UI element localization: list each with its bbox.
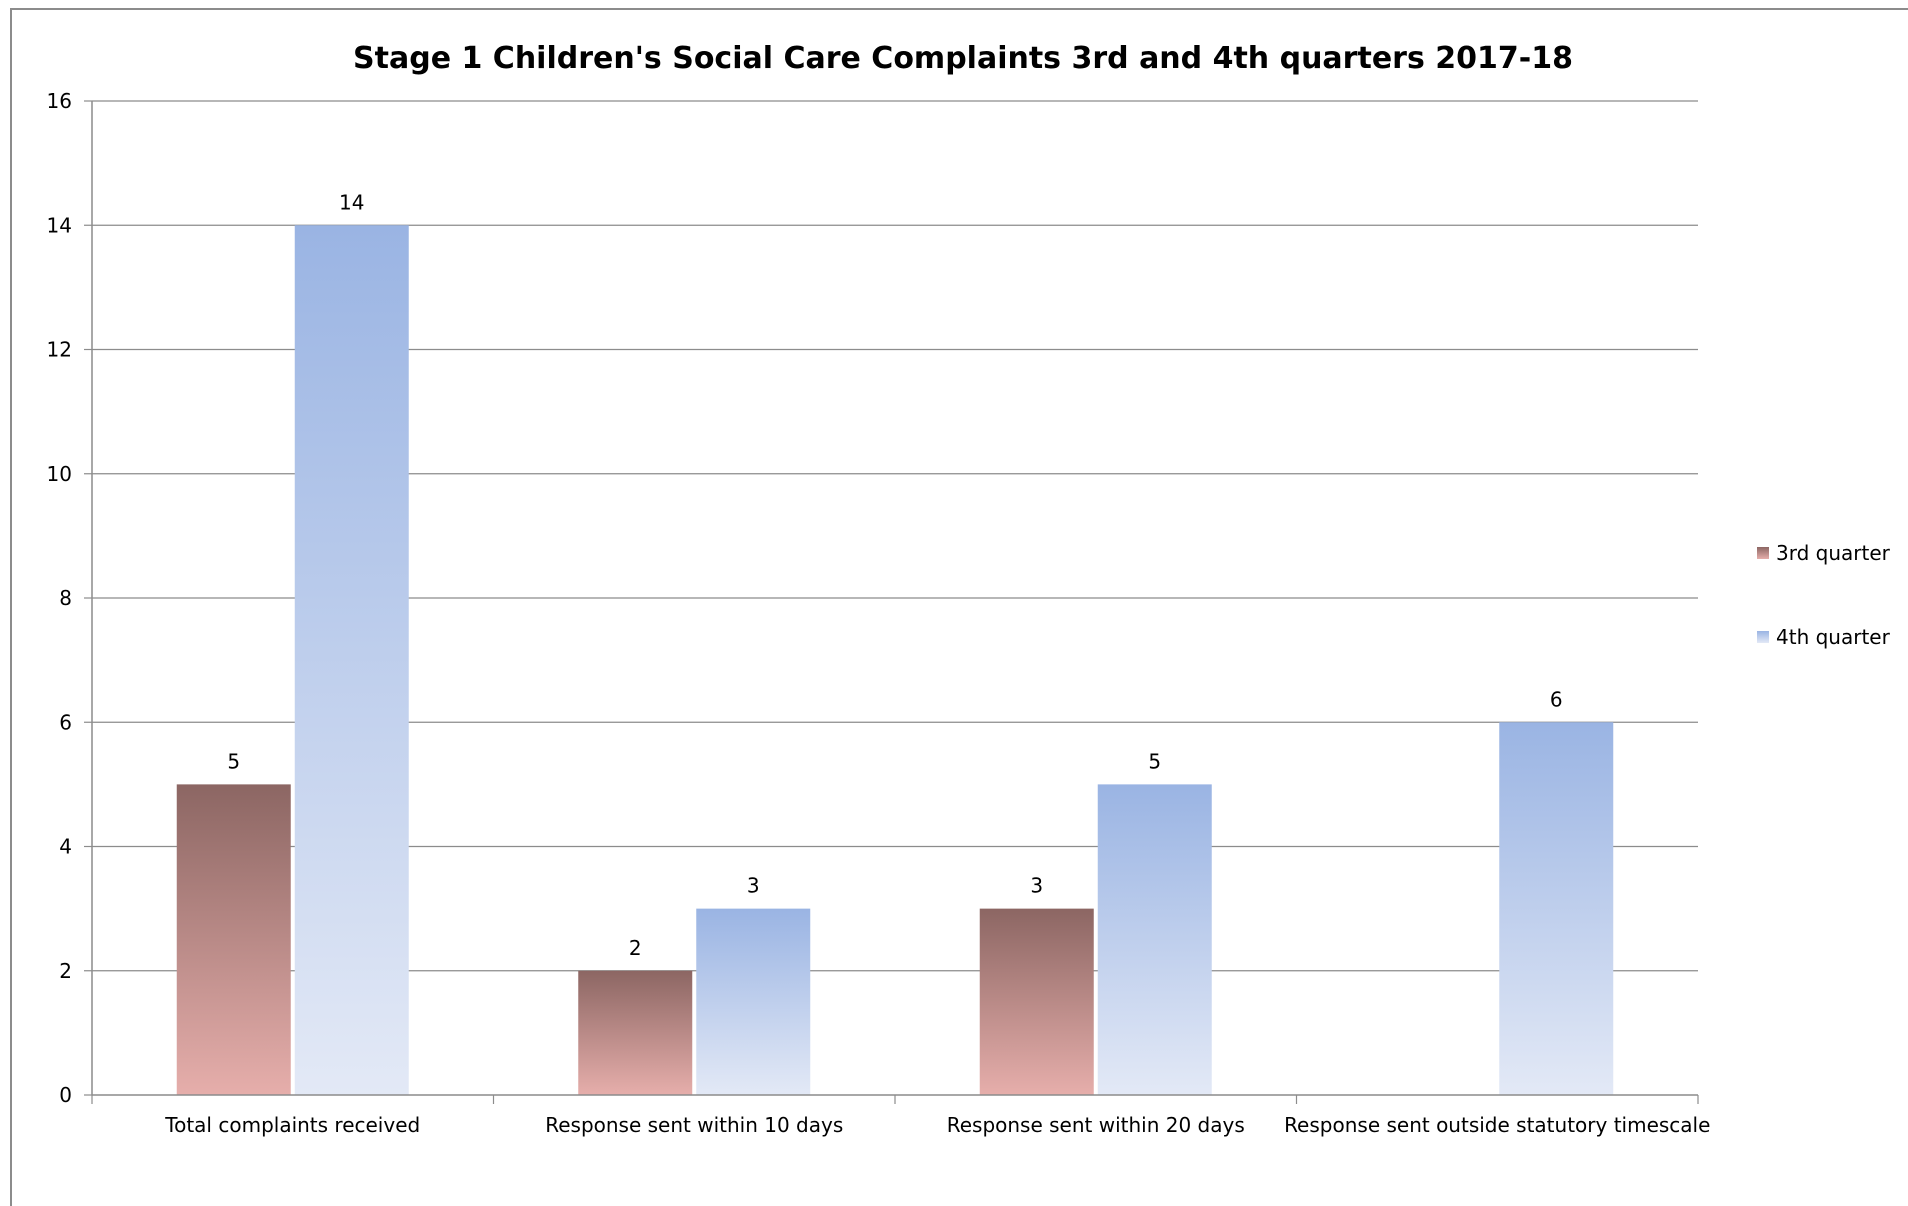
y-tick-label: 12 [47, 338, 72, 362]
y-tick-label: 10 [47, 462, 72, 486]
data-label: 6 [1550, 687, 1563, 711]
bar [696, 908, 811, 1095]
bar [176, 784, 291, 1095]
data-label: 3 [1030, 874, 1043, 898]
bar [578, 970, 693, 1095]
axes [91, 101, 1699, 1104]
y-tick-label: 6 [59, 710, 72, 734]
bar [1499, 722, 1614, 1095]
bar [1097, 784, 1212, 1095]
x-category-label: Response sent within 10 days [545, 1113, 843, 1137]
data-label: 14 [339, 190, 364, 214]
legend: 3rd quarter 4th quarter [1757, 541, 1891, 649]
chart-title: Stage 1 Children's Social Care Complaint… [353, 41, 1573, 76]
bars [176, 225, 1614, 1095]
bar [979, 908, 1094, 1095]
legend-label: 4th quarter [1776, 625, 1891, 649]
x-category-label: Response sent outside statutory timescal… [1284, 1113, 1710, 1137]
y-tick-label: 4 [59, 835, 72, 859]
data-label: 2 [629, 936, 642, 960]
legend-swatch [1757, 547, 1769, 559]
legend-label: 3rd quarter [1776, 541, 1891, 565]
bar [294, 225, 409, 1095]
data-label: 5 [1148, 749, 1161, 773]
data-label: 3 [747, 874, 760, 898]
y-tick-label: 2 [59, 959, 72, 983]
y-tick-label: 16 [47, 89, 72, 113]
x-category-label: Response sent within 20 days [947, 1113, 1245, 1137]
data-label: 5 [227, 749, 240, 773]
legend-swatch [1757, 631, 1769, 643]
y-axis-ticks: 0 2 4 6 8 10 12 14 16 [47, 89, 92, 1107]
x-axis-categories: Total complaints received Response sent w… [164, 1113, 1710, 1137]
x-category-label: Total complaints received [164, 1113, 420, 1137]
y-tick-label: 0 [59, 1083, 72, 1107]
y-tick-label: 14 [47, 213, 72, 237]
y-tick-label: 8 [59, 586, 72, 610]
